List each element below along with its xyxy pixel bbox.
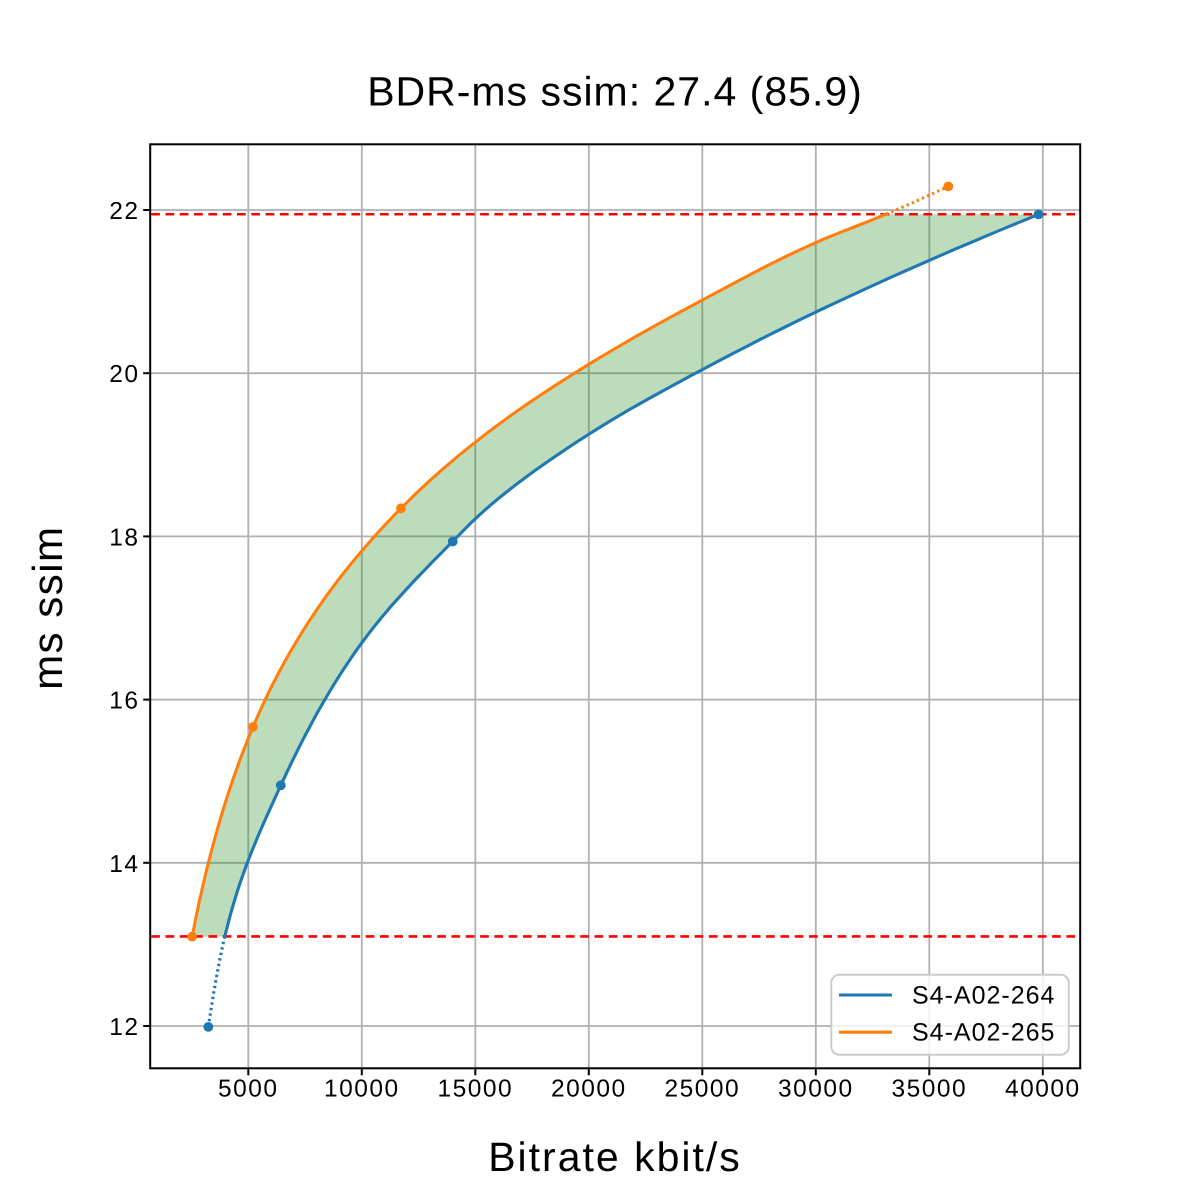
svg-text:S4-A02-264: S4-A02-264: [912, 982, 1055, 1010]
svg-text:15000: 15000: [437, 1076, 513, 1103]
svg-text:S4-A02-265: S4-A02-265: [912, 1019, 1055, 1047]
svg-text:BDR-ms ssim: 27.4 (85.9): BDR-ms ssim: 27.4 (85.9): [367, 68, 863, 114]
svg-text:ms ssim: ms ssim: [24, 525, 71, 689]
svg-text:5000: 5000: [218, 1076, 279, 1103]
svg-text:35000: 35000: [891, 1076, 967, 1103]
svg-text:10000: 10000: [324, 1076, 400, 1103]
svg-text:20: 20: [109, 361, 139, 388]
svg-text:40000: 40000: [1005, 1076, 1081, 1103]
svg-text:Bitrate kbit/s: Bitrate kbit/s: [488, 1134, 742, 1180]
svg-text:18: 18: [109, 524, 139, 551]
svg-text:16: 16: [109, 688, 139, 715]
svg-text:22: 22: [109, 198, 139, 225]
svg-text:25000: 25000: [664, 1076, 740, 1103]
svg-text:20000: 20000: [551, 1076, 627, 1103]
svg-text:12: 12: [109, 1014, 139, 1041]
svg-text:14: 14: [109, 851, 139, 878]
svg-text:30000: 30000: [778, 1076, 854, 1103]
